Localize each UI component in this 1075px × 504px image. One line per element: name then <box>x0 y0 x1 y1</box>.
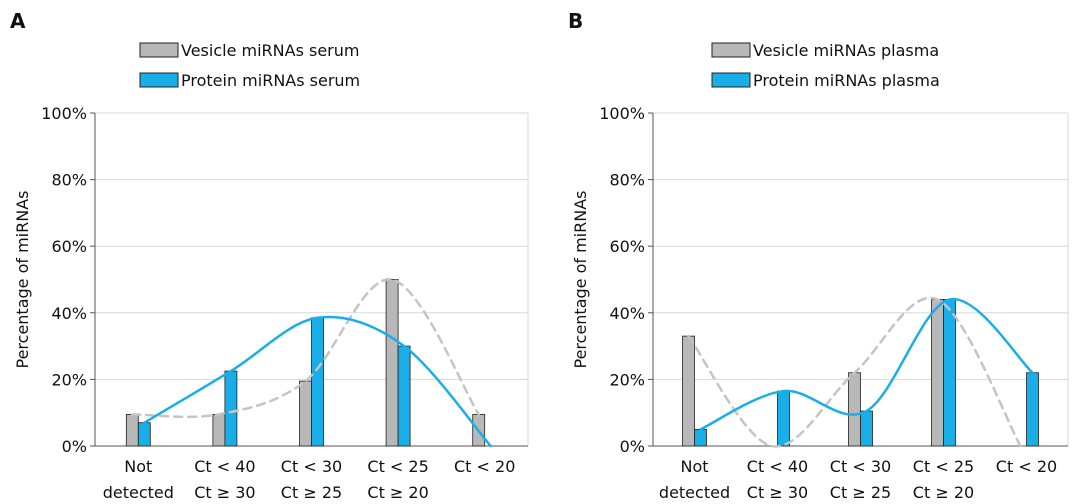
bar-protein <box>777 390 790 447</box>
y-tick-label: 80% <box>609 171 645 190</box>
x-tick-label: Ct < 20 <box>996 457 1057 476</box>
legend-swatch <box>139 42 179 58</box>
bar-protein <box>311 317 324 447</box>
x-tick-label: Ct < 20 <box>454 457 515 476</box>
x-tick-label: Ct < 40 <box>194 457 255 476</box>
bar-protein <box>137 422 151 447</box>
bar-vesicle <box>682 335 695 447</box>
bar-protein <box>397 345 411 447</box>
x-tick-label: detected <box>103 483 174 502</box>
trend-line-vesicle <box>687 296 1022 448</box>
y-tick-label: 80% <box>51 171 87 190</box>
legend-label: Protein miRNAs plasma <box>753 71 940 90</box>
bar-vesicle <box>931 299 944 447</box>
bar-vesicle <box>848 372 861 447</box>
y-tick-label: 0% <box>62 437 87 456</box>
y-tick-label: 60% <box>609 237 645 256</box>
x-tick-label: Ct ≥ 30 <box>747 483 808 502</box>
y-tick-label: 40% <box>51 304 87 323</box>
x-tick-label: Ct ≥ 20 <box>913 483 974 502</box>
x-tick-label: Ct < 30 <box>281 457 342 476</box>
x-tick-label: Ct < 40 <box>747 457 808 476</box>
legend-label: Protein miRNAs serum <box>181 71 360 90</box>
chart-panel-b: B 0% 20% 40% 60% 80% 100% Percentage of miRNAs N… <box>568 9 1069 502</box>
x-tick-label: Not <box>680 457 708 476</box>
bar-protein <box>694 428 707 447</box>
legend-swatch <box>711 72 751 88</box>
panel-label: B <box>568 9 583 33</box>
trend-line-protein <box>143 315 492 448</box>
legend-label: Vesicle miRNAs serum <box>181 41 359 60</box>
y-tick-label: 60% <box>51 237 87 256</box>
y-tick-label: 20% <box>51 370 87 389</box>
bar-vesicle <box>299 380 312 447</box>
trend-line-vesicle <box>131 278 480 419</box>
bar-vesicle <box>212 413 226 447</box>
x-tick-label: Ct ≥ 20 <box>367 483 428 502</box>
y-axis-label: Percentage of miRNAs <box>571 191 590 369</box>
x-tick-label: Not <box>124 457 152 476</box>
x-tick-label: Ct ≥ 25 <box>830 483 891 502</box>
trend-line-protein <box>699 298 1034 431</box>
bar-vesicle <box>125 413 139 447</box>
bar-protein <box>1026 372 1039 447</box>
y-tick-label: 40% <box>609 304 645 323</box>
bar-protein <box>860 410 873 447</box>
y-tick-label: 100% <box>41 104 87 123</box>
panel-label: A <box>10 9 26 33</box>
y-axis-label: Percentage of miRNAs <box>13 191 32 369</box>
legend-label: Vesicle miRNAs plasma <box>753 41 939 60</box>
x-tick-label: Ct ≥ 30 <box>194 483 255 502</box>
bar-protein <box>224 370 238 447</box>
chart-panel-a: A 0% 20% 40% 60% 80% 100% Percentage of miRNAs N… <box>10 9 529 502</box>
legend-swatch <box>711 42 751 58</box>
y-tick-label: 20% <box>609 370 645 389</box>
x-tick-label: Ct < 30 <box>830 457 891 476</box>
x-tick-label: Ct < 25 <box>913 457 974 476</box>
legend-swatch <box>139 72 179 88</box>
y-tick-label: 100% <box>599 104 645 123</box>
x-tick-label: Ct ≥ 25 <box>281 483 342 502</box>
x-tick-label: detected <box>659 483 730 502</box>
x-tick-label: Ct < 25 <box>367 457 428 476</box>
y-tick-label: 0% <box>620 437 645 456</box>
bar-vesicle <box>385 279 399 447</box>
bar-protein <box>943 299 956 447</box>
